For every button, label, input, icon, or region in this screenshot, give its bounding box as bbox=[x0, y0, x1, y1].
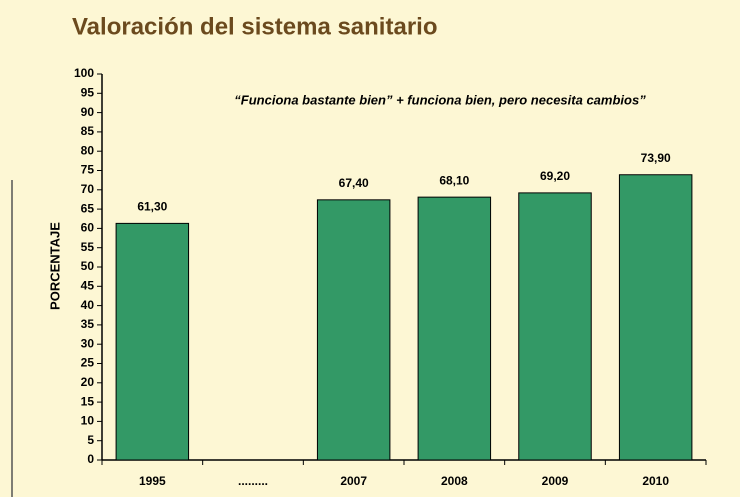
y-tick-label: 15 bbox=[81, 394, 95, 408]
y-axis-label: PORCENTAJE bbox=[47, 222, 62, 310]
y-tick-label: 75 bbox=[81, 163, 95, 177]
value-label: 67,40 bbox=[339, 176, 369, 190]
x-tick-label: 2007 bbox=[340, 474, 367, 488]
value-label: 68,10 bbox=[439, 173, 469, 187]
x-tick-label: 2008 bbox=[441, 474, 468, 488]
y-tick-label: 90 bbox=[81, 105, 95, 119]
y-tick-label: 45 bbox=[81, 278, 95, 292]
y-tick-label: 40 bbox=[81, 298, 95, 312]
y-tick-label: 20 bbox=[81, 375, 95, 389]
value-label: 73,90 bbox=[641, 151, 671, 165]
y-tick-label: 100 bbox=[74, 66, 94, 80]
y-tick-label: 35 bbox=[81, 317, 95, 331]
y-tick-label: 30 bbox=[81, 336, 95, 350]
value-label: 69,20 bbox=[540, 169, 570, 183]
y-tick-label: 10 bbox=[81, 414, 95, 428]
y-tick-label: 50 bbox=[81, 259, 95, 273]
x-tick-label: ......... bbox=[238, 474, 268, 488]
y-tick-label: 80 bbox=[81, 143, 95, 157]
x-tick-label: 2010 bbox=[642, 474, 669, 488]
y-tick-label: 95 bbox=[81, 85, 95, 99]
chart-title: Valoración del sistema sanitario bbox=[72, 13, 437, 40]
value-label: 61,30 bbox=[137, 200, 167, 214]
bar bbox=[618, 174, 693, 461]
bar bbox=[316, 199, 391, 461]
y-tick-label: 65 bbox=[81, 201, 95, 215]
bar bbox=[417, 196, 492, 461]
y-tick-label: 55 bbox=[81, 240, 95, 254]
x-tick-label: 2009 bbox=[542, 474, 569, 488]
bar bbox=[518, 192, 592, 461]
y-tick-label: 5 bbox=[87, 433, 94, 447]
bar bbox=[115, 222, 190, 461]
subtitle: “Funciona bastante bien” + funciona bien… bbox=[234, 92, 646, 107]
x-tick-label: 1995 bbox=[139, 474, 166, 488]
y-tick-label: 85 bbox=[81, 124, 95, 138]
y-tick-label: 60 bbox=[81, 221, 95, 235]
y-tick-label: 0 bbox=[87, 452, 94, 466]
y-tick-label: 70 bbox=[81, 182, 95, 196]
y-tick-label: 25 bbox=[81, 356, 95, 370]
